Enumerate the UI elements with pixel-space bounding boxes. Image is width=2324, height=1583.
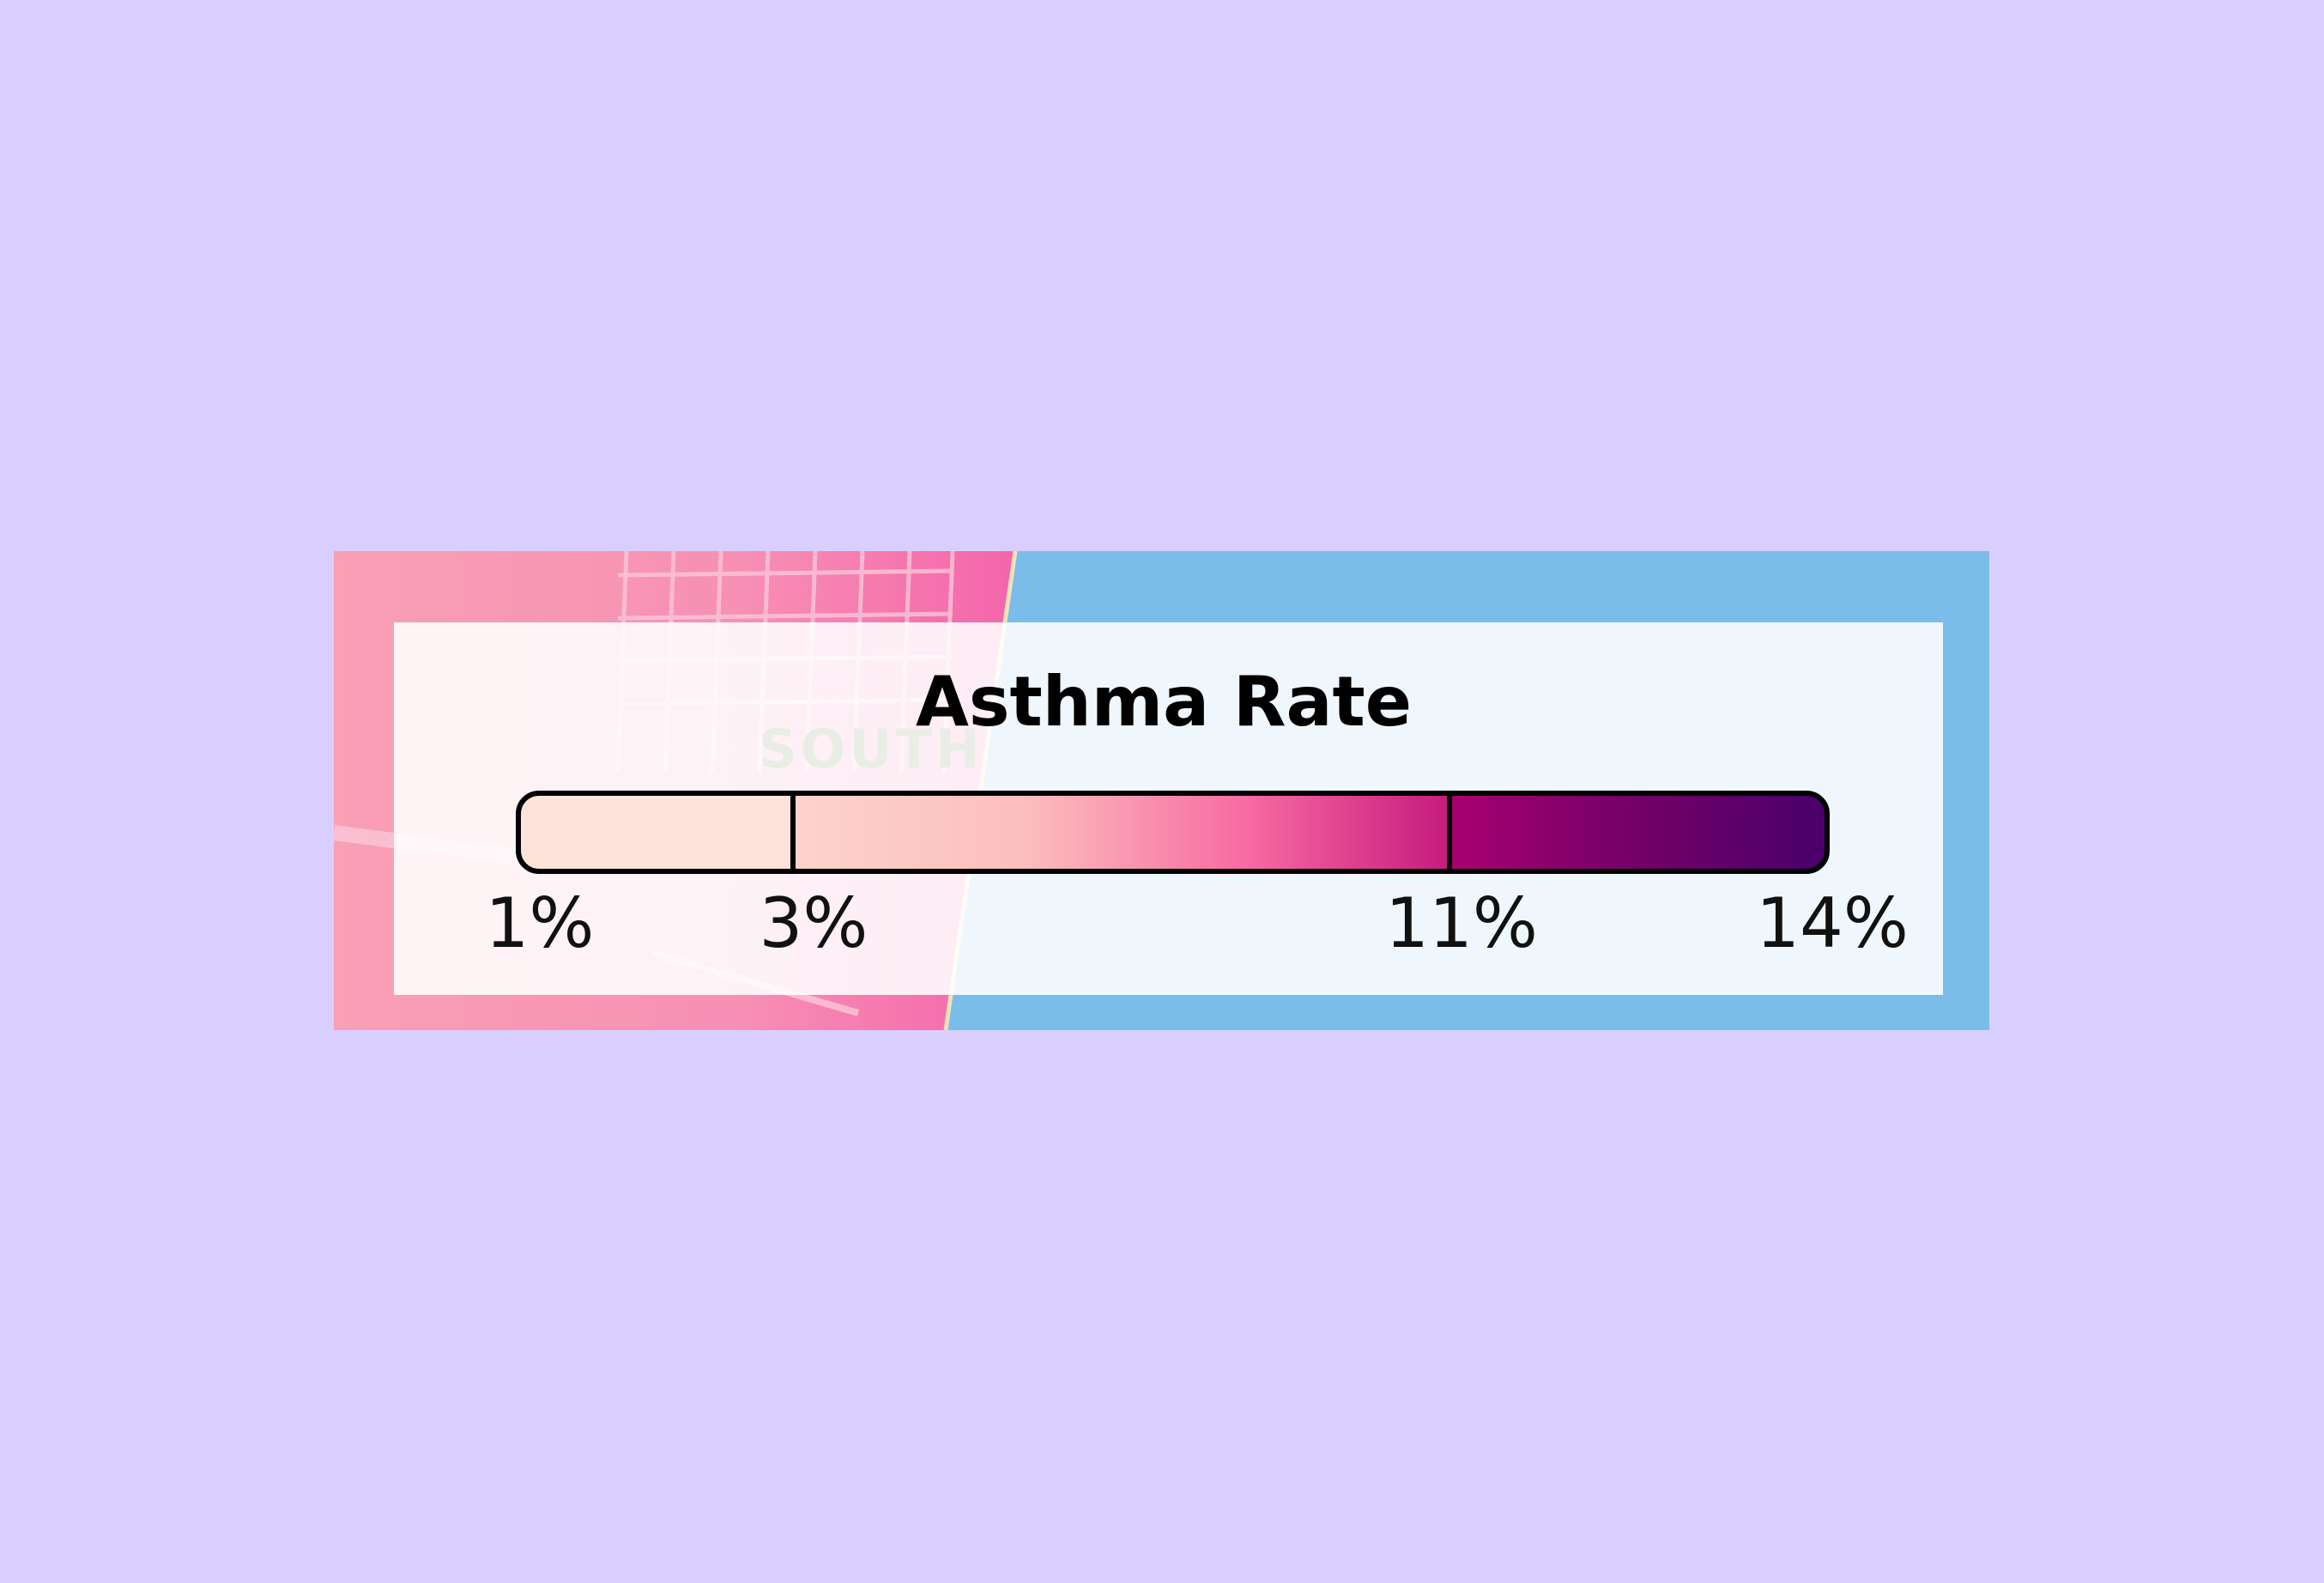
- legend-title: Asthma Rate: [916, 662, 1412, 742]
- tick-label: 11%: [1385, 883, 1538, 963]
- color-segment: [518, 793, 793, 871]
- color-bar-outline: [516, 791, 1830, 874]
- tick-label: 14%: [1756, 883, 1909, 963]
- tick-label: 3%: [760, 883, 868, 963]
- tick-label: 1%: [486, 883, 595, 963]
- color-segment: [793, 793, 1449, 871]
- color-segment: [1449, 793, 1827, 871]
- color-bar: [518, 793, 1827, 871]
- map-label: SOUTH: [759, 718, 983, 780]
